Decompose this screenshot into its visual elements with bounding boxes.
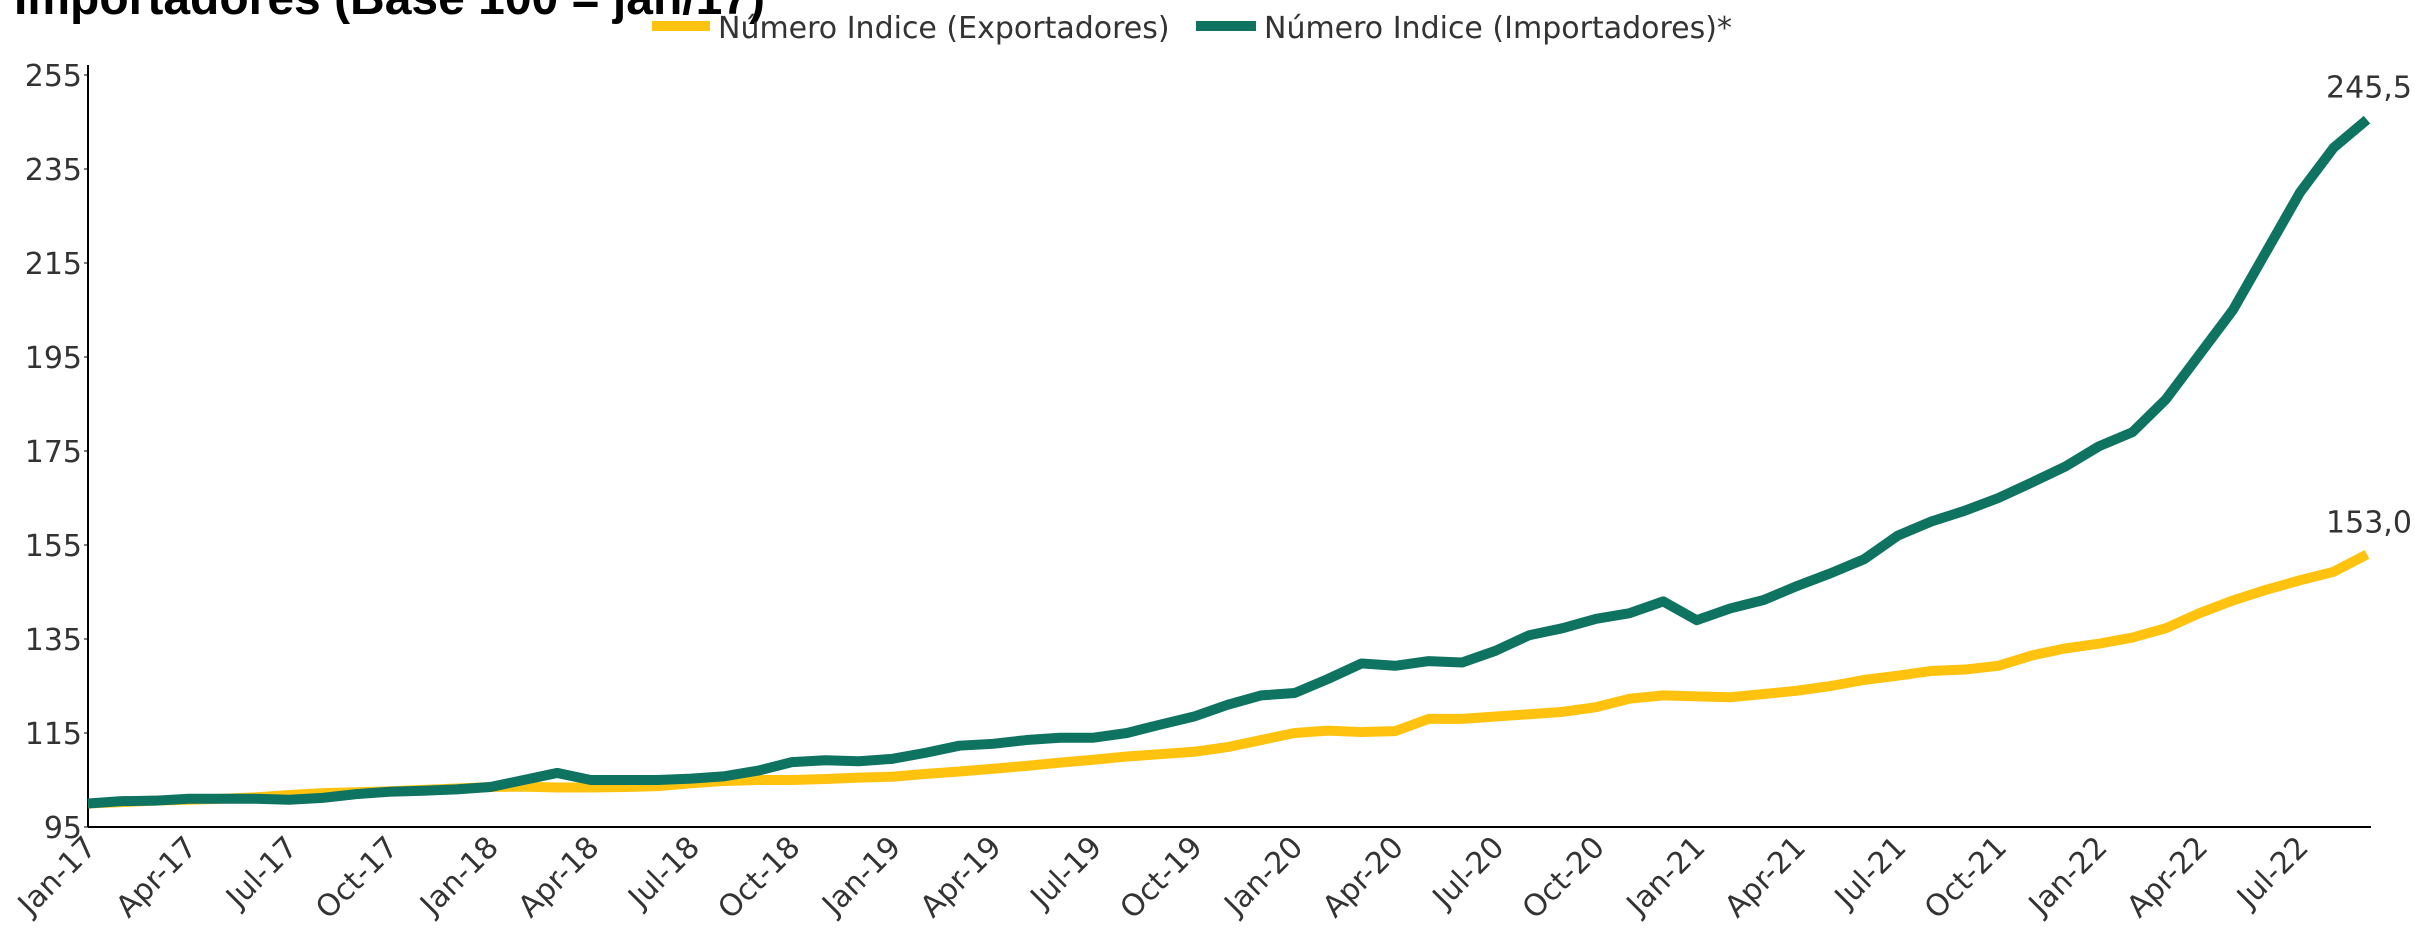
x-tick-label: Jan-21 bbox=[1619, 830, 1713, 924]
x-tick-label: Jan-19 bbox=[814, 830, 908, 924]
x-tick-label: Apr-20 bbox=[1316, 830, 1411, 925]
y-tick-label: 95 bbox=[44, 811, 82, 846]
x-tick-label: Apr-19 bbox=[914, 830, 1009, 925]
x-tick-label: Oct-21 bbox=[1918, 830, 2014, 926]
legend-label: Número Indice (Importadores)* bbox=[1264, 11, 1732, 46]
chart-title: Importadores (Base 100 = jan/17) bbox=[14, 0, 765, 25]
y-tick-label: 155 bbox=[25, 529, 82, 564]
x-tick-label: Jul-18 bbox=[621, 830, 707, 916]
x-tick-label: Jul-22 bbox=[2229, 830, 2315, 916]
y-tick-label: 215 bbox=[25, 247, 82, 282]
x-tick-label: Apr-18 bbox=[512, 830, 607, 925]
y-tick-label: 135 bbox=[25, 623, 82, 658]
x-tick-label: Apr-17 bbox=[109, 830, 204, 925]
x-tick-label: Apr-21 bbox=[1718, 830, 1813, 925]
x-tick-label: Jul-17 bbox=[218, 830, 304, 916]
x-tick-label: Apr-22 bbox=[2120, 830, 2215, 925]
x-tick-label: Jul-21 bbox=[1827, 830, 1913, 916]
x-tick-label: Oct-20 bbox=[1516, 830, 1612, 926]
x-tick-label: Oct-17 bbox=[309, 830, 405, 926]
x-tick-label: Oct-18 bbox=[711, 830, 807, 926]
series-line bbox=[87, 549, 2370, 809]
x-tick-label: Jan-18 bbox=[412, 830, 506, 924]
data-label: 153,0 bbox=[2326, 505, 2412, 540]
series-line bbox=[87, 115, 2371, 809]
data-label: 245,5 bbox=[2326, 71, 2412, 106]
legend: Número Indice (Exportadores) Número Indi… bbox=[652, 11, 1732, 46]
y-tick-label: 175 bbox=[25, 435, 82, 470]
x-tick-label: Oct-19 bbox=[1114, 830, 1210, 926]
y-tick-label: 195 bbox=[25, 341, 82, 376]
x-tick-label: Jan-20 bbox=[1217, 830, 1311, 924]
x-tick-label: Jul-20 bbox=[1425, 830, 1511, 916]
x-tick-label: Jul-19 bbox=[1023, 830, 1109, 916]
y-tick-label: 235 bbox=[25, 153, 82, 188]
y-tick-label: 255 bbox=[25, 59, 82, 94]
legend-label: Número Indice (Exportadores) bbox=[718, 11, 1170, 46]
x-tick-label: Jan-22 bbox=[2021, 830, 2115, 924]
y-tick-label: 115 bbox=[25, 717, 82, 752]
